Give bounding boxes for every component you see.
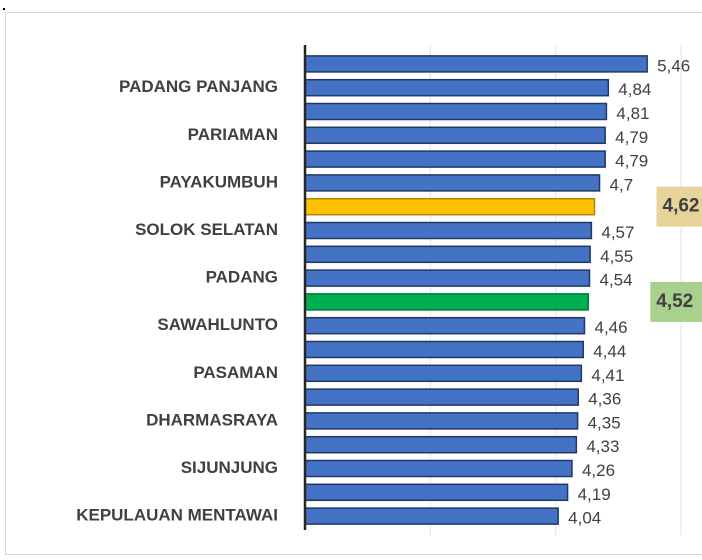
bar bbox=[304, 126, 606, 145]
y-tick-label: PASAMAN bbox=[193, 363, 278, 382]
value-label: 4,57 bbox=[601, 223, 634, 242]
value-label: 4,62 bbox=[663, 196, 700, 217]
bar bbox=[304, 459, 573, 478]
value-label: 4,84 bbox=[618, 80, 651, 99]
bar bbox=[304, 483, 569, 502]
value-label: 4,55 bbox=[600, 247, 633, 266]
value-label: 4,81 bbox=[616, 104, 649, 123]
bar bbox=[304, 507, 559, 525]
bar bbox=[304, 221, 593, 240]
y-tick-label: SAWAHLUNTO bbox=[157, 315, 278, 334]
value-label: 4,33 bbox=[586, 437, 619, 456]
value-label-box bbox=[650, 281, 702, 322]
value-label: 4,46 bbox=[594, 318, 627, 337]
bar bbox=[304, 245, 591, 264]
bar bbox=[304, 412, 579, 430]
value-label: 4,52 bbox=[656, 291, 693, 312]
value-label: 4,04 bbox=[568, 509, 601, 528]
bar bbox=[304, 174, 601, 192]
bar bbox=[304, 364, 583, 383]
value-label: 4,7 bbox=[610, 175, 634, 194]
corner-dot bbox=[3, 8, 5, 10]
y-tick-label: PAYAKUMBUH bbox=[160, 172, 278, 191]
value-label: 4,79 bbox=[615, 128, 648, 147]
bar bbox=[304, 340, 584, 359]
bar bbox=[304, 55, 648, 73]
value-label: 4,41 bbox=[591, 366, 624, 385]
y-tick-label: PADANG bbox=[206, 268, 278, 287]
value-label-box bbox=[656, 186, 702, 227]
bar bbox=[304, 197, 596, 216]
value-label: 5,46 bbox=[657, 56, 690, 75]
value-label: 4,79 bbox=[615, 152, 648, 171]
bar bbox=[304, 293, 590, 311]
value-label: 4,54 bbox=[600, 271, 633, 290]
value-label: 4,19 bbox=[578, 485, 611, 504]
value-label: 4,36 bbox=[588, 390, 621, 409]
value-label: 4,35 bbox=[588, 413, 621, 432]
y-tick-label: KEPULAUAN MENTAWAI bbox=[76, 506, 278, 525]
bar bbox=[304, 316, 586, 335]
y-tick-label: SIJUNJUNG bbox=[181, 458, 278, 477]
bar bbox=[304, 435, 578, 454]
bar bbox=[304, 78, 610, 97]
bar bbox=[304, 388, 579, 406]
y-tick-label: PADANG PANJANG bbox=[119, 77, 278, 96]
y-tick-label: DHARMASRAYA bbox=[146, 410, 278, 429]
bar bbox=[304, 102, 608, 121]
value-label: 4,44 bbox=[593, 342, 626, 361]
y-tick-label: PARIAMAN bbox=[188, 125, 278, 144]
value-label: 4,26 bbox=[582, 461, 615, 480]
bar bbox=[304, 150, 606, 168]
bar bbox=[304, 269, 591, 287]
y-tick-label: SOLOK SELATAN bbox=[135, 220, 278, 239]
